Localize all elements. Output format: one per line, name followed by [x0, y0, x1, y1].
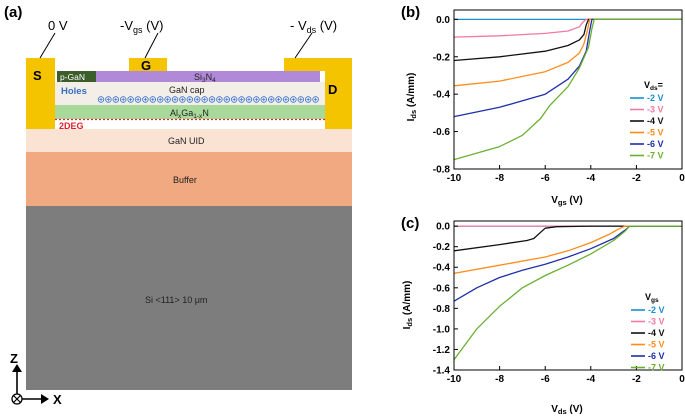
y-tick-label: 0.0: [436, 222, 450, 233]
plot-frame: [453, 220, 683, 371]
y-tick-label: -0.8: [433, 304, 451, 315]
x-axis-title-b: Vgs (V): [551, 195, 583, 207]
sin-label: Si3N4: [194, 72, 216, 84]
legend-entry: -7 V: [648, 363, 665, 373]
x-tick-label: -4: [586, 374, 595, 385]
series-line-6: [453, 18, 682, 161]
legend-c: Vgs-2 V -3 V-4 V -5 V-6 V -7 V: [631, 292, 665, 373]
legend-entry: -6 V: [648, 351, 665, 361]
gate-contact: [129, 58, 167, 71]
algan-label: AlxGa1-xN: [170, 108, 209, 120]
drain-voltage-label: - Vds (V): [290, 18, 337, 35]
y-axis-title-b: Ids (A/mm): [406, 73, 418, 122]
legend-entry: -3 V: [648, 317, 665, 327]
plot-frame: [453, 9, 683, 170]
gate-voltage-label: -Vgs (V): [120, 18, 163, 35]
x-tick-label: -10: [447, 173, 462, 184]
y-tick-label: -1.0: [433, 324, 451, 335]
x-tick-label: -2: [632, 374, 641, 385]
panel-c-label: (c): [401, 215, 419, 232]
y-tick-label: -0.2: [433, 52, 451, 63]
source-voltage-label: 0 V: [48, 18, 68, 33]
y-tick-label: -0.6: [433, 283, 451, 294]
x-tick-label: -8: [495, 374, 504, 385]
device-cross-section: (a) S G D p-GaN Si3N4 Holes GaN cap AlxG…: [4, 4, 352, 407]
legend-entry: -2 V: [648, 305, 665, 315]
legend-entry: -3 V: [647, 105, 664, 115]
panel-a-label: (a): [4, 4, 22, 21]
x-tick-label: 0: [679, 374, 685, 385]
source-lead: [39, 32, 56, 59]
x-tick-label: -2: [632, 173, 641, 184]
gate-label: G: [141, 58, 151, 73]
series-line-6: [453, 225, 682, 361]
source-label: S: [33, 68, 42, 83]
drain-lead: [294, 32, 313, 59]
z-arrow-head-icon: [12, 364, 22, 372]
x-tick-label: -6: [541, 374, 550, 385]
legend-entry: -2 V: [647, 93, 664, 103]
x-tick-label: 0: [679, 173, 685, 184]
series-line-2: [453, 18, 682, 38]
legend-entry: -6 V: [647, 139, 664, 149]
y-tick-label: -1.4: [433, 366, 451, 377]
x-axis-label: X: [53, 392, 62, 407]
x-tick-label: -8: [495, 173, 504, 184]
z-axis-label: Z: [10, 351, 18, 366]
panel-b-label: (b): [401, 4, 420, 21]
series-line-3: [453, 225, 682, 252]
pgan-layer: [57, 71, 96, 82]
series-line-5: [453, 18, 682, 118]
twodeg-label: 2DEG: [59, 121, 84, 131]
series-line-4: [453, 18, 682, 87]
holes-row: [97, 96, 319, 103]
legend-entry: -5 V: [648, 340, 665, 350]
legend-title: Vds=: [644, 80, 663, 92]
x-tick-label: -6: [541, 173, 550, 184]
gan-uid-layer: [26, 129, 352, 152]
legend-b: Vds=-2 V -3 V-4 V -5 V-6 V -7 V: [630, 80, 664, 161]
axis-indicator: Z X: [10, 351, 62, 407]
chart-b: (b) -10 -8 -6 -4 -2 0 0.0 -0.2 -0.4 -0.6 -0.8 Vds=…: [401, 4, 685, 207]
algan-layer: [55, 105, 325, 119]
legend-entry: -4 V: [648, 328, 665, 338]
legend-entry: -5 V: [647, 128, 664, 138]
series-line-3: [453, 18, 682, 62]
legend-title: Vgs: [645, 292, 659, 304]
x-tick-label: -4: [586, 173, 595, 184]
x-arrow-head-icon: [41, 394, 49, 404]
gan-uid-label: GaN UID: [168, 136, 205, 146]
buffer-layer: [26, 152, 352, 206]
y-axis-title-c: Ids (A/mm): [402, 281, 414, 330]
series-line-5: [453, 225, 682, 302]
y-tick-label: -0.2: [433, 242, 451, 253]
substrate-layer: [26, 206, 352, 390]
drain-contact: [284, 58, 352, 129]
legend-entry: -7 V: [647, 151, 664, 161]
y-tick-label: -0.8: [433, 165, 451, 176]
y-tick-label: -0.4: [433, 90, 451, 101]
series-line-4: [453, 225, 682, 275]
buffer-label: Buffer: [173, 175, 197, 185]
y-tick-label: -0.4: [433, 263, 451, 274]
holes-label: Holes: [61, 86, 87, 97]
x-axis-title-c: Vds (V): [551, 404, 583, 416]
drain-label: D: [328, 82, 337, 97]
y-tick-label: -0.6: [433, 127, 451, 138]
substrate-label: Si <111> 10 μm: [145, 295, 207, 305]
gan-cap-label: GaN cap: [169, 85, 205, 95]
source-contact: [26, 58, 55, 129]
sin-layer: [96, 71, 320, 82]
pgan-label: p-GaN: [60, 72, 85, 82]
chart-c: (c) -10 -8 -6 -4 -2 0 0.0 -0.2 -0.4 -0.6 -0.8 -1.0 -…: [401, 215, 685, 416]
x-tick-label: -10: [447, 374, 462, 385]
legend-entry: -4 V: [647, 116, 664, 126]
gate-lead: [144, 32, 159, 59]
y-tick-label: -1.2: [433, 345, 451, 356]
y-tick-label: 0.0: [436, 15, 450, 26]
